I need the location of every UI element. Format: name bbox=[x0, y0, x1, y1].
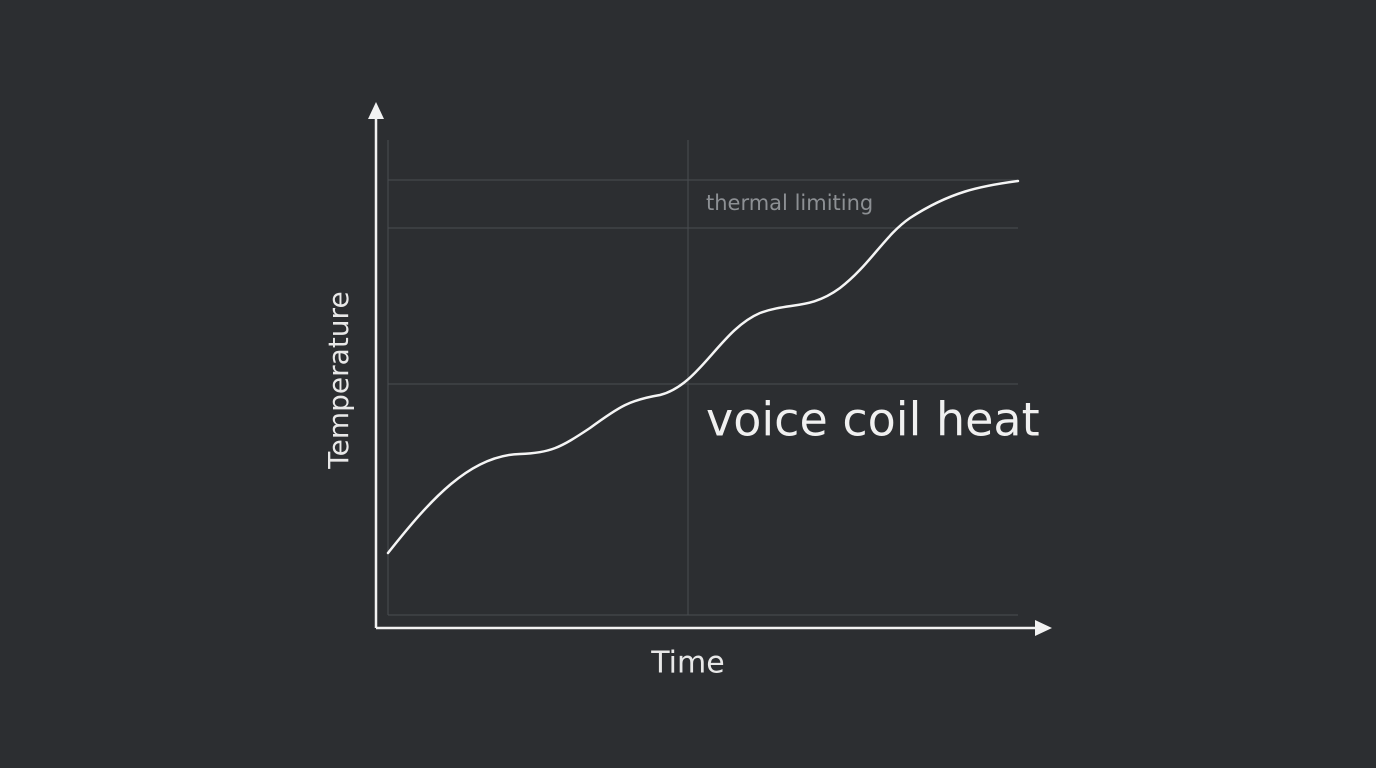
limit-annotation: thermal limiting bbox=[706, 191, 873, 215]
axes bbox=[374, 114, 1040, 630]
x-arrow bbox=[1035, 620, 1052, 636]
x-axis-label: Time bbox=[650, 646, 724, 681]
heat-curve bbox=[386, 179, 1020, 555]
curve-annotation: voice coil heat bbox=[706, 393, 1040, 447]
y-axis-label: Temperature bbox=[322, 291, 355, 469]
y-arrow bbox=[368, 102, 384, 119]
grid bbox=[387, 140, 1018, 616]
